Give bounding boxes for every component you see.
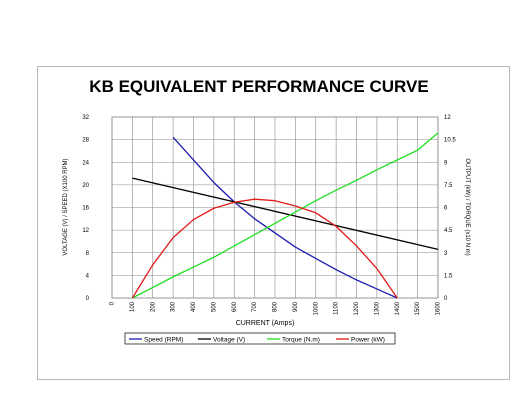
y-left-axis-ticks: 0 4 8 12 16 20 24 28 32 <box>82 115 89 302</box>
legend: Speed (RPM) Voltage (V) Torque (N.m) Power … <box>129 336 385 343</box>
series-line-torque-n-m <box>132 132 439 299</box>
y-left-tick-label: 12 <box>82 228 89 234</box>
legend-label-voltage-v: Voltage (V) <box>213 336 245 343</box>
series-line-power-kw <box>131 198 398 299</box>
y-left-tick-label: 24 <box>82 160 89 166</box>
x-tick-label: 300 <box>171 301 177 312</box>
y-right-axis-ticks: 0 1.5 3 4.5 6 7.5 9 10.5 12 <box>444 115 456 302</box>
y-right-tick-label: 4.5 <box>444 228 453 234</box>
legend-label-speed-rpm: Speed (RPM) <box>144 336 183 343</box>
x-tick-label: 1600 <box>436 301 442 315</box>
y-left-tick-label: 20 <box>82 183 89 189</box>
x-tick-label: 700 <box>252 301 258 312</box>
y-left-tick-label: 8 <box>86 251 90 257</box>
chart-title: KB EQUIVALENT PERFORMANCE CURVE <box>89 77 428 96</box>
y-right-tick-label: 7.5 <box>444 183 453 189</box>
x-axis-ticks: 0 100 200 300 400 500 600 700 800 900 1000 1100 1200… <box>110 301 442 315</box>
x-tick-label: 800 <box>273 301 279 312</box>
y-left-axis-label: VOLTAGE (V) / SPEED (X100 RPM) <box>63 158 69 255</box>
x-tick-label: 1500 <box>415 301 421 315</box>
x-tick-label: 1200 <box>354 301 360 315</box>
x-axis-label: CURRENT (Amps) <box>236 320 295 327</box>
x-tick-label: 0 <box>110 301 116 305</box>
y-left-tick-label: 4 <box>86 273 90 279</box>
y-right-tick-label: 12 <box>444 115 451 121</box>
y-left-tick-label: 0 <box>86 296 90 302</box>
legend-label-power-kw: Power (kW) <box>351 336 385 343</box>
x-tick-label: 1400 <box>395 301 401 315</box>
y-left-tick-label: 28 <box>82 138 89 144</box>
x-tick-label: 600 <box>232 301 238 312</box>
x-tick-label: 1300 <box>374 301 380 315</box>
series-line-speed-rpm <box>172 136 398 299</box>
y-right-tick-label: 3 <box>444 251 448 257</box>
x-tick-label: 400 <box>191 301 197 312</box>
legend-label-torque-n-m: Torque (N.m) <box>282 336 320 343</box>
y-right-tick-label: 10.5 <box>444 138 456 144</box>
y-right-tick-label: 6 <box>444 206 448 212</box>
y-right-axis-label: OUTPUT (kW) / TORQUE (x10 N m) <box>464 158 470 255</box>
series-lines <box>131 132 439 299</box>
y-right-tick-label: 0 <box>444 296 448 302</box>
legend-box <box>124 332 396 345</box>
y-left-tick-label: 32 <box>82 115 89 121</box>
gridlines <box>111 116 439 299</box>
x-tick-label: 1100 <box>334 301 340 315</box>
x-tick-label: 900 <box>293 301 299 312</box>
y-right-tick-label: 9 <box>444 160 448 166</box>
x-tick-label: 500 <box>211 301 217 312</box>
series-line-voltage-v <box>132 177 439 250</box>
x-tick-label: 1000 <box>313 301 319 315</box>
x-tick-label: 100 <box>130 301 136 312</box>
x-tick-label: 200 <box>150 301 156 312</box>
y-left-tick-label: 16 <box>82 206 89 212</box>
y-right-tick-label: 1.5 <box>444 273 453 279</box>
